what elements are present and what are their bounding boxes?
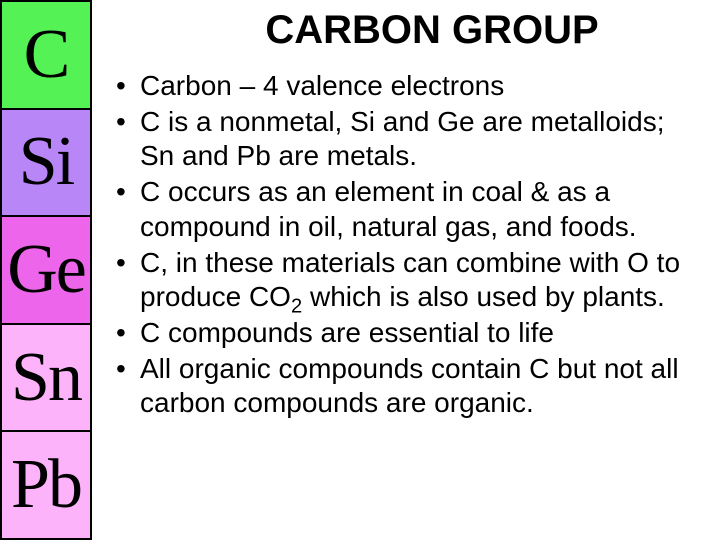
slide-title: CARBON GROUP — [162, 8, 702, 53]
element-cell-c: C — [0, 0, 92, 110]
element-cell-pb: Pb — [0, 432, 92, 540]
bullet-list: Carbon – 4 valence electrons C is a nonm… — [102, 69, 702, 423]
element-cell-sn: Sn — [0, 325, 92, 433]
element-symbol: Ge — [7, 235, 85, 305]
bullet-item: C occurs as an element in coal & as a co… — [112, 175, 702, 243]
slide: C Si Ge Sn Pb CARBON GROUP Carbon – 4 va… — [0, 0, 720, 540]
periodic-elements-column: C Si Ge Sn Pb — [0, 0, 92, 540]
element-symbol: Pb — [11, 450, 81, 520]
bullet-item: All organic compounds contain C but not … — [112, 352, 702, 420]
bullet-item: C, in these materials can combine with O… — [112, 246, 702, 314]
element-symbol: Sn — [11, 343, 81, 413]
element-symbol: C — [24, 20, 69, 90]
element-cell-si: Si — [0, 110, 92, 218]
element-symbol: Si — [19, 127, 73, 197]
bullet-item: Carbon – 4 valence electrons — [112, 69, 702, 103]
element-cell-ge: Ge — [0, 217, 92, 325]
bullet-item: C compounds are essential to life — [112, 316, 702, 350]
content-column: CARBON GROUP Carbon – 4 valence electron… — [92, 0, 720, 540]
bullet-item: C is a nonmetal, Si and Ge are metalloid… — [112, 105, 702, 173]
